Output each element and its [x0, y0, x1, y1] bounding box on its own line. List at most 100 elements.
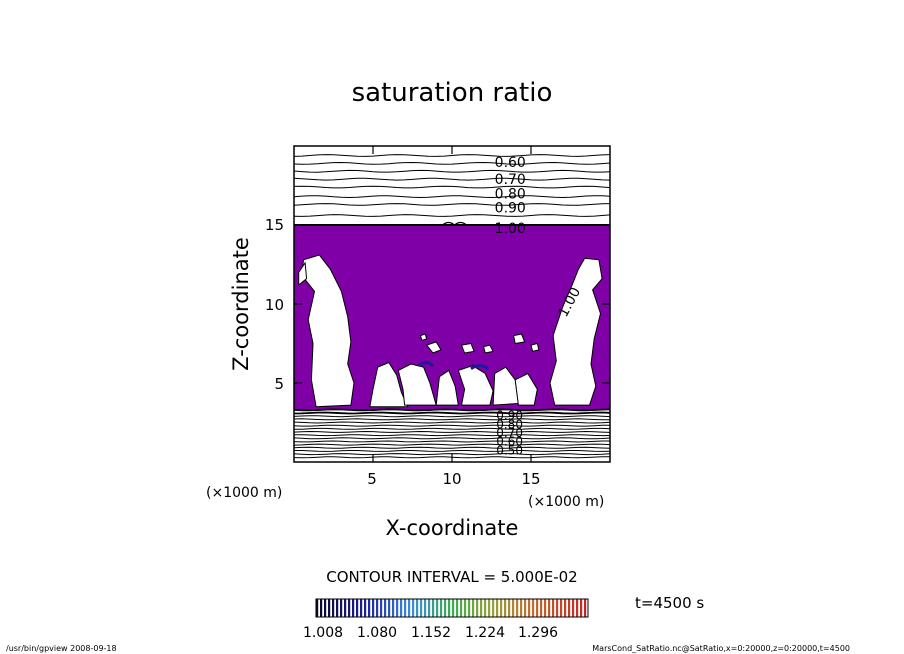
contour-label: 0.70 [496, 426, 523, 440]
contour-line [293, 185, 611, 189]
contour-label: 0.90 [496, 409, 523, 423]
contour-label: 1.00 [495, 221, 526, 237]
colorbar-swatch [484, 599, 487, 617]
colorbar-swatch [356, 599, 359, 617]
colorbar-swatch [464, 599, 467, 617]
colorbar-swatch [580, 599, 583, 617]
contour-line [293, 408, 611, 412]
colorbar-swatch [440, 599, 443, 617]
colorbar-swatch [392, 599, 395, 617]
colorbar-swatch [336, 599, 339, 617]
contour-line [293, 169, 611, 173]
colorbar-swatch [520, 599, 523, 617]
colorbar-swatch [584, 599, 587, 617]
colorbar-swatch [548, 599, 551, 617]
colorbar-swatch [492, 599, 495, 617]
colorbar-swatch [324, 599, 327, 617]
y-axis-ticks [294, 224, 610, 384]
colorbar-swatch [368, 599, 371, 617]
colorbar-swatch [480, 599, 483, 617]
contour-line [293, 161, 611, 165]
contour-line [293, 440, 610, 443]
colorbar-swatch [400, 599, 403, 617]
contour-interval-text: CONTOUR INTERVAL = 5.000E-02 [326, 568, 577, 586]
colorbar-swatch [452, 599, 455, 617]
colorbar-frame [315, 598, 589, 618]
y-tick-label: 5 [274, 375, 284, 393]
colorbar-swatch [444, 599, 447, 617]
plot-area: 0.600.700.800.901.00 0.900.800.700.600.5… [293, 145, 611, 463]
lower-contour-lines [293, 408, 611, 459]
subsaturated-blob [298, 261, 308, 287]
colorbar-swatch [456, 599, 459, 617]
colorbar-swatch [436, 599, 439, 617]
colorbar-swatch [532, 599, 535, 617]
contour-line [293, 154, 611, 157]
colorbar-tick-label: 1.080 [357, 625, 397, 641]
y-tick-label: 15 [265, 216, 284, 234]
colorbar-swatch [508, 599, 511, 617]
contour-line [293, 421, 611, 424]
contour-line [294, 450, 611, 452]
colorbar-swatch [344, 599, 347, 617]
colorbar-swatch [428, 599, 431, 617]
colorbar-swatch [340, 599, 343, 617]
x-tick-label: 5 [367, 470, 377, 488]
contour-line [293, 418, 611, 421]
contour-label: 0.70 [495, 172, 526, 188]
subsaturated-blob [301, 254, 355, 408]
colorbar-swatch [364, 599, 367, 617]
contour-line [293, 203, 611, 206]
colorbar-swatch [416, 599, 419, 617]
colorbar-swatch [396, 599, 399, 617]
subsaturated-blob [397, 363, 437, 406]
colorbar-swatch [516, 599, 519, 617]
contour-label: 0.90 [495, 201, 526, 217]
subsaturated-blob [425, 341, 442, 354]
contour-label: 0.60 [495, 155, 526, 171]
colorbar-swatch [504, 599, 507, 617]
colorbar-swatch [468, 599, 471, 617]
colorbar-swatch [536, 599, 539, 617]
contour-line [293, 430, 611, 433]
subsaturated-blob [549, 257, 603, 406]
colorbar-swatch [552, 599, 555, 617]
contour-line [442, 221, 467, 226]
subsaturated-blob [514, 372, 538, 406]
colorbar-swatch [412, 599, 415, 617]
footer-right: MarsCond_SatRatio.nc@SatRatio,x=0:20000,… [592, 644, 850, 653]
x-axis-ticks [372, 146, 532, 462]
subsaturated-blob [435, 369, 459, 406]
subsaturated-blobs [298, 254, 603, 408]
contour-line [293, 453, 611, 456]
colorbar-swatch [576, 599, 579, 617]
colorbar-swatch [316, 599, 319, 617]
contour-fill-arc [417, 361, 435, 367]
upper-contour-labels: 0.600.700.800.90 1.00 [495, 155, 526, 237]
colorbar-swatch [332, 599, 335, 617]
colorbar-swatch [568, 599, 571, 617]
colorbar-swatch [540, 599, 543, 617]
colorbar-swatch [496, 599, 499, 617]
contour-line [293, 195, 611, 199]
contour-line [293, 437, 611, 440]
contour-label: 0.60 [496, 435, 523, 449]
colorbar-swatch [488, 599, 491, 617]
colorbar-swatch [320, 599, 323, 617]
x-tick-label: 10 [442, 470, 461, 488]
colorbar [316, 599, 587, 617]
colorbar-swatch [388, 599, 391, 617]
colorbar-swatch [476, 599, 479, 617]
subsaturated-blob [482, 344, 494, 354]
contour-line [293, 424, 611, 427]
subsaturated-blob [419, 333, 428, 341]
colorbar-swatch [424, 599, 427, 617]
colorbar-swatch [408, 599, 411, 617]
z-unit-label: (×1000 m) [206, 485, 282, 501]
colorbar-swatch [384, 599, 387, 617]
y-axis-title: Z-coordinate [229, 237, 253, 371]
chart-title: saturation ratio [352, 78, 553, 108]
colorbar-swatch [420, 599, 423, 617]
contour-line [293, 427, 611, 430]
